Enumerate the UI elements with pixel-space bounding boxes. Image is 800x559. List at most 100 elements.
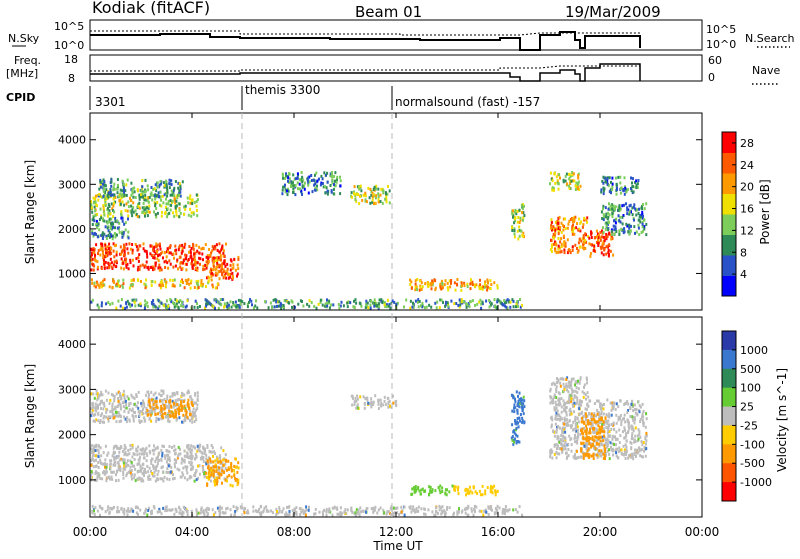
scatter-cell	[190, 255, 192, 258]
scatter-cell	[566, 183, 568, 186]
scatter-cell	[603, 407, 605, 410]
scatter-cell	[114, 406, 116, 409]
scatter-cell	[150, 244, 152, 247]
scatter-cell	[93, 233, 95, 236]
scatter-cell	[144, 456, 146, 459]
scatter-cell	[116, 254, 118, 257]
scatter-cell	[238, 299, 240, 302]
scatter-cell	[573, 227, 575, 230]
scatter-cell	[234, 510, 236, 513]
scatter-cell	[563, 423, 565, 426]
scatter-cell	[416, 288, 418, 291]
scatter-cell	[251, 303, 253, 306]
scatter-cell	[153, 452, 155, 455]
scatter-cell	[134, 473, 136, 476]
scatter-cell	[116, 283, 118, 286]
scatter-cell	[637, 182, 639, 185]
scatter-cell	[92, 258, 94, 261]
scatter-cell	[139, 268, 141, 271]
scatter-cell	[97, 252, 99, 255]
scatter-cell	[169, 186, 171, 189]
scatter-cell	[189, 197, 191, 200]
scatter-cell	[179, 209, 181, 212]
scatter-cell	[459, 298, 461, 301]
scatter-cell	[216, 458, 218, 461]
scatter-cell	[514, 229, 516, 232]
scatter-cell	[568, 220, 570, 223]
scatter-cell	[642, 203, 644, 206]
scatter-cell	[124, 307, 126, 310]
scatter-cell	[584, 232, 586, 235]
scatter-cell	[615, 218, 617, 221]
scatter-cell	[190, 395, 192, 398]
scatter-cell	[130, 205, 132, 208]
scatter-cell	[172, 200, 174, 203]
scatter-cell	[117, 191, 119, 194]
scatter-cell	[461, 300, 463, 303]
scatter-cell	[434, 302, 436, 305]
scatter-cell	[91, 412, 93, 415]
scatter-cell	[192, 445, 194, 448]
scatter-cell	[121, 232, 123, 235]
scatter-cell	[351, 191, 353, 194]
scatter-cell	[333, 192, 335, 195]
scatter-cell	[355, 298, 357, 301]
scatter-cell	[147, 214, 149, 217]
scatter-cell	[197, 465, 199, 468]
scatter-cell	[511, 410, 513, 413]
scatter-cell	[109, 399, 111, 402]
scatter-cell	[119, 459, 121, 462]
scatter-cell	[287, 180, 289, 183]
scatter-cell	[552, 225, 554, 228]
scatter-cell	[202, 446, 204, 449]
scatter-cell	[194, 480, 196, 483]
scatter-cell	[429, 489, 431, 492]
scatter-cell	[184, 450, 186, 453]
scatter-cell	[132, 510, 134, 513]
scatter-cell	[598, 443, 600, 446]
scatter-cell	[140, 189, 142, 192]
scatter-cell	[140, 265, 142, 268]
scatter-cell	[552, 429, 554, 432]
scatter-cell	[645, 233, 647, 236]
scatter-cell	[270, 302, 272, 305]
scatter-cell	[93, 414, 95, 417]
scatter-cell	[412, 505, 414, 508]
scatter-cell	[121, 298, 123, 301]
scatter-cell	[596, 443, 598, 446]
scatter-cell	[634, 232, 636, 235]
cpid-mode-1: 3301	[95, 95, 126, 109]
scatter-cell	[141, 405, 143, 408]
scatter-cell	[153, 444, 155, 447]
scatter-cell	[147, 184, 149, 187]
scatter-cell	[264, 300, 266, 303]
scatter-cell	[593, 418, 595, 421]
scatter-cell	[210, 469, 212, 472]
scatter-cell	[559, 251, 561, 254]
scatter-cell	[166, 299, 168, 302]
scatter-cell	[132, 201, 134, 204]
scatter-cell	[632, 177, 634, 180]
scatter-cell	[97, 475, 99, 478]
scatter-cell	[109, 303, 111, 306]
scatter-cell	[618, 233, 620, 236]
scatter-cell	[93, 459, 95, 462]
scatter-cell	[416, 507, 418, 510]
scatter-cell	[386, 200, 388, 203]
scatter-cell	[424, 306, 426, 309]
scatter-cell	[322, 182, 324, 185]
scatter-cell	[307, 176, 309, 179]
scatter-cell	[124, 468, 126, 471]
scatter-cell	[564, 431, 566, 434]
scatter-cell	[586, 404, 588, 407]
scatter-cell	[102, 231, 104, 234]
scatter-cell	[191, 247, 193, 250]
scatter-cell	[187, 399, 189, 402]
scatter-cell	[453, 488, 455, 491]
scatter-cell	[126, 306, 128, 309]
scatter-cell	[156, 397, 158, 400]
scatter-cell	[616, 402, 618, 405]
scatter-cell	[182, 414, 184, 417]
scatter-cell	[473, 514, 475, 517]
scatter-cell	[618, 429, 620, 432]
